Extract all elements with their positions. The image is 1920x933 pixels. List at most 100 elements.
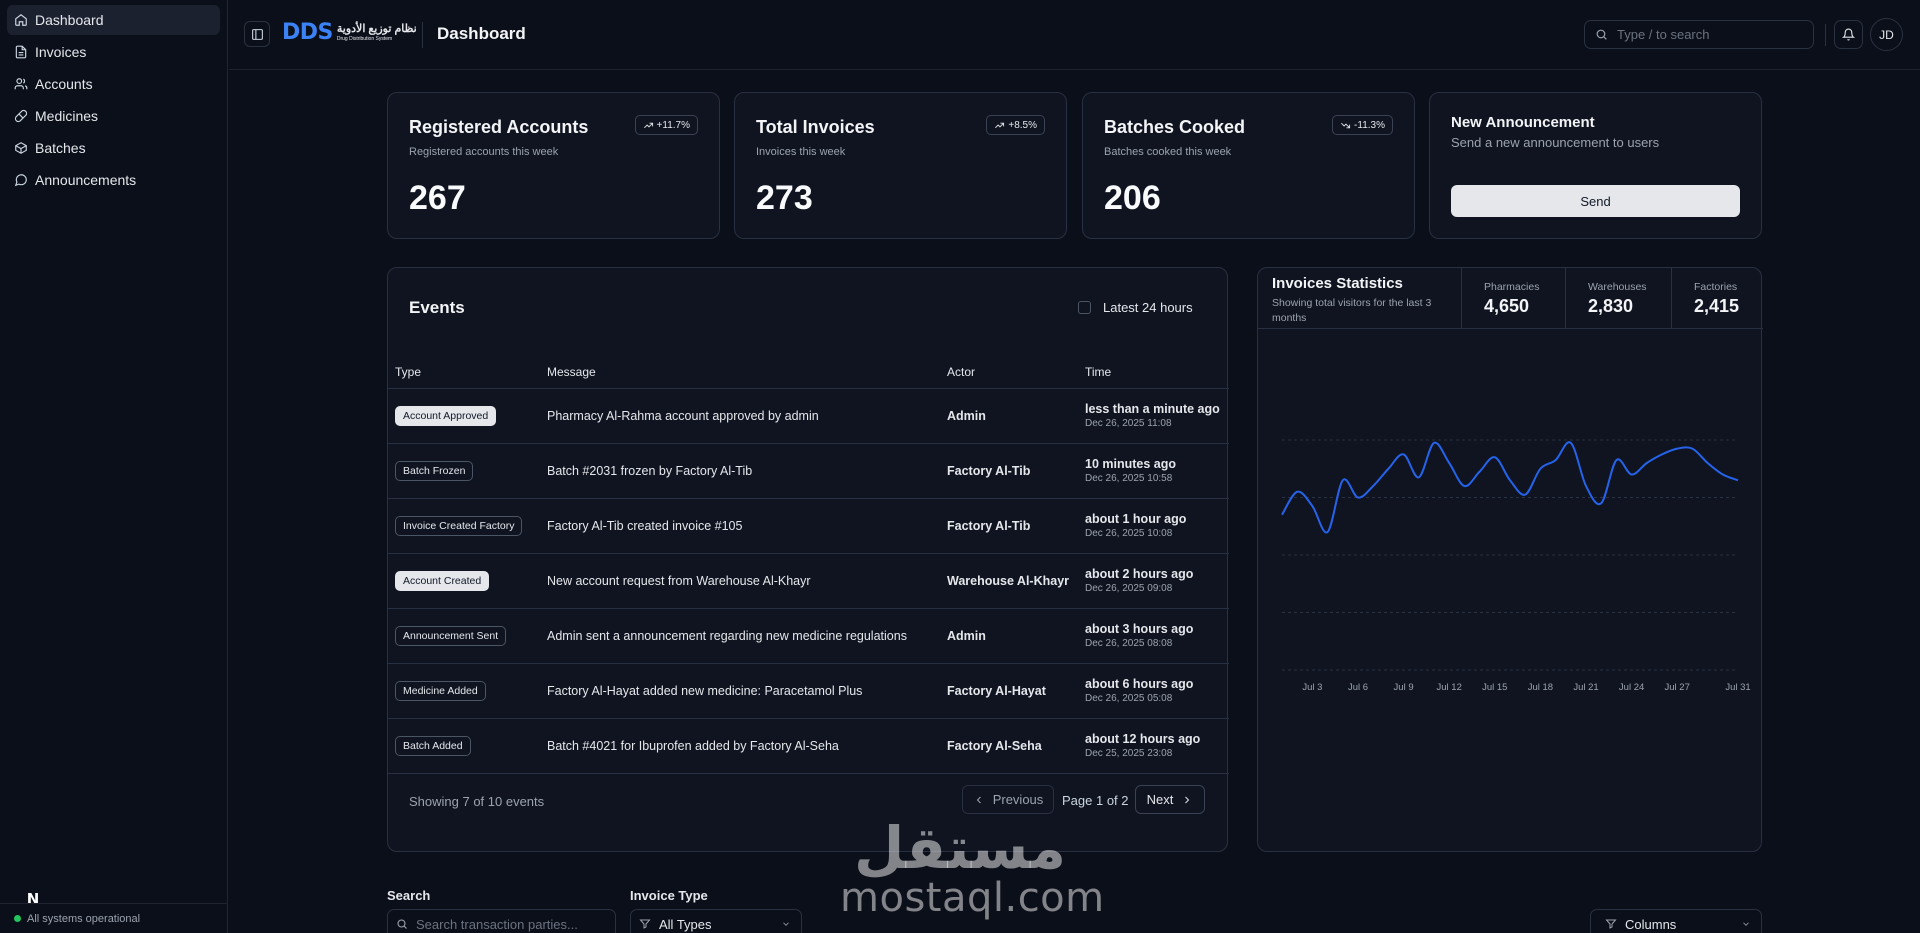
event-timestamp: Dec 26, 2025 09:08: [1085, 583, 1173, 594]
table-row[interactable]: Batch Added Batch #4021 for Ibuprofen add…: [388, 718, 1229, 774]
header-divider: [1825, 24, 1826, 46]
chevron-down-icon: [783, 922, 789, 926]
table-row[interactable]: Account Approved Pharmacy Al-Rahma accoun…: [388, 388, 1229, 444]
stat-tab-factories[interactable]: Factories 2,415: [1671, 268, 1763, 329]
stat-tab-label: Warehouses: [1588, 281, 1647, 293]
next-page-button[interactable]: Next: [1135, 785, 1205, 814]
announcement-title: New Announcement: [1451, 114, 1595, 131]
table-row[interactable]: Batch Frozen Batch #2031 frozen by Factor…: [388, 443, 1229, 499]
chevron-down-icon: [1743, 922, 1749, 926]
stat-subtitle: Batches cooked this week: [1104, 146, 1232, 158]
stat-tab-warehouses[interactable]: Warehouses 2,830: [1565, 268, 1671, 329]
status-text: All systems operational: [27, 912, 141, 925]
event-relative-time: 10 minutes ago: [1085, 457, 1176, 471]
event-time-cell: about 12 hours ago Dec 25, 2025 23:08: [1078, 718, 1229, 774]
invoices-line-chart[interactable]: Jul 3 Jul 6 Jul 9 Jul 12 Jul 15 Jul 18 Jul 21 J…: [1258, 330, 1763, 850]
event-time-cell: about 1 hour ago Dec 26, 2025 10:08: [1078, 498, 1229, 554]
table-row[interactable]: Medicine Added Factory Al-Hayat added new…: [388, 663, 1229, 719]
filter-icon: [639, 919, 651, 929]
transaction-search-input[interactable]: Search transaction parties...: [387, 909, 616, 933]
statistics-header: Invoices Statistics Showing total visito…: [1258, 268, 1763, 329]
event-relative-time: about 3 hours ago: [1085, 622, 1194, 636]
event-timestamp: Dec 26, 2025 11:08: [1085, 418, 1172, 429]
bell-icon: [1842, 28, 1855, 41]
table-row[interactable]: Announcement Sent Admin sent a announceme…: [388, 608, 1229, 664]
column-header-type[interactable]: Type: [388, 356, 540, 389]
stat-tab-value: 4,650: [1484, 296, 1530, 316]
event-actor-cell: Factory Al-Tib: [940, 443, 1078, 499]
send-announcement-button[interactable]: Send: [1451, 185, 1740, 217]
previous-label: Previous: [992, 792, 1044, 807]
brand-logo[interactable]: DDS نظام توزيع الأدوية Drug Distribution…: [282, 20, 417, 45]
event-type-badge: Medicine Added: [395, 680, 486, 701]
page-indicator: Page 1 of 2: [1062, 793, 1129, 808]
sidebar-item-batches[interactable]: Batches: [7, 133, 220, 163]
event-type-badge: Batch Frozen: [395, 460, 474, 481]
sidebar-item-label: Announcements: [35, 172, 137, 188]
sidebar-toggle-button[interactable]: [244, 21, 270, 47]
notifications-button[interactable]: [1834, 20, 1863, 49]
event-message-cell: Batch #4021 for Ibuprofen added by Facto…: [540, 718, 940, 774]
brand-arabic: نظام توزيع الأدوية: [336, 22, 417, 35]
events-table: Type Message Actor Time Account Approved…: [388, 356, 1229, 774]
invoice-type-label: Invoice Type: [630, 888, 708, 903]
message-icon: [14, 174, 27, 187]
table-row[interactable]: Invoice Created Factory Factory Al-Tib cr…: [388, 498, 1229, 554]
stat-tab-label: Pharmacies: [1484, 281, 1540, 293]
event-type-cell: Account Approved: [388, 388, 540, 444]
stat-card-accounts: Registered Accounts +11.7% Registered ac…: [387, 92, 720, 239]
sidebar-item-dashboard[interactable]: Dashboard: [7, 5, 220, 35]
next-label: Next: [1146, 792, 1174, 807]
event-time-cell: 10 minutes ago Dec 26, 2025 10:58: [1078, 443, 1229, 499]
chart-x-tick-label: Jul 18: [1528, 682, 1553, 693]
invoice-type-value: All Types: [659, 916, 712, 932]
search-placeholder: Type / to search: [1617, 27, 1710, 42]
sidebar-item-invoices[interactable]: Invoices: [7, 37, 220, 67]
event-type-cell: Batch Added: [388, 718, 540, 774]
panel-left-icon: [251, 28, 263, 40]
announcement-subtitle: Send a new announcement to users: [1451, 135, 1660, 150]
watermark-english: mostaql.com: [840, 875, 1105, 921]
stat-tab-pharmacies[interactable]: Pharmacies 4,650: [1461, 268, 1565, 329]
global-search-input[interactable]: Type / to search: [1584, 20, 1814, 49]
event-message-cell: New account request from Warehouse Al-Kh…: [540, 553, 940, 609]
stat-tab-value: 2,415: [1694, 296, 1740, 316]
filter-icon: [1605, 919, 1617, 929]
table-header-row: Type Message Actor Time: [388, 356, 1229, 389]
package-icon: [15, 142, 27, 154]
sidebar-item-accounts[interactable]: Accounts: [7, 69, 220, 99]
statistics-title: Invoices Statistics: [1272, 275, 1403, 292]
invoice-type-select[interactable]: All Types: [630, 909, 802, 933]
event-message-cell: Factory Al-Hayat added new medicine: Par…: [540, 663, 940, 719]
event-type-badge: Announcement Sent: [395, 625, 507, 646]
column-header-time[interactable]: Time: [1078, 356, 1229, 389]
sidebar-item-announcements[interactable]: Announcements: [7, 165, 220, 195]
latest-24h-checkbox[interactable]: [1078, 301, 1091, 314]
stat-title: Total Invoices: [756, 117, 875, 137]
trend-badge: +8.5%: [986, 115, 1045, 135]
event-type-cell: Announcement Sent: [388, 608, 540, 664]
users-icon: [14, 78, 28, 90]
sidebar-item-label: Accounts: [35, 76, 93, 92]
event-actor-cell: Factory Al-Tib: [940, 498, 1078, 554]
event-type-cell: Medicine Added: [388, 663, 540, 719]
event-relative-time: about 1 hour ago: [1085, 512, 1187, 526]
previous-page-button[interactable]: Previous: [962, 785, 1054, 814]
event-actor-cell: Admin: [940, 388, 1078, 444]
file-icon: [15, 45, 27, 59]
sidebar-item-medicines[interactable]: Medicines: [7, 101, 220, 131]
stat-tab-value: 2,830: [1588, 296, 1634, 316]
table-row[interactable]: Account Created New account request from …: [388, 553, 1229, 609]
stat-subtitle: Registered accounts this week: [409, 146, 559, 158]
latest-24h-filter[interactable]: Latest 24 hours: [1078, 300, 1193, 315]
stat-tab-label: Factories: [1694, 281, 1738, 293]
column-header-message[interactable]: Message: [540, 356, 940, 389]
sidebar-item-label: Medicines: [35, 108, 99, 124]
avatar[interactable]: JD: [1870, 18, 1903, 51]
trend-value: +11.7%: [656, 119, 690, 131]
event-type-badge: Invoice Created Factory: [395, 515, 523, 536]
column-header-actor[interactable]: Actor: [940, 356, 1078, 389]
columns-button[interactable]: Columns: [1590, 909, 1762, 933]
event-message-cell: Factory Al-Tib created invoice #105: [540, 498, 940, 554]
event-timestamp: Dec 25, 2025 23:08: [1085, 748, 1173, 759]
